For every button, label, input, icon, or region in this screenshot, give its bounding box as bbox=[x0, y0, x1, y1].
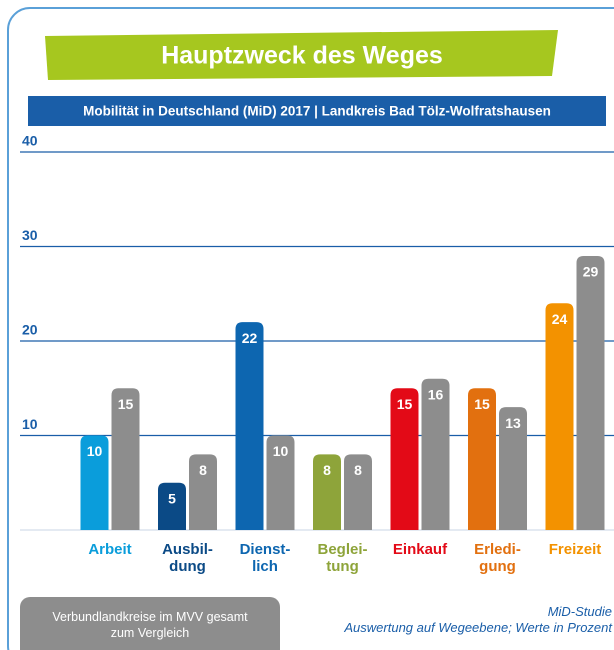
value-label: 15 bbox=[474, 396, 490, 412]
bar bbox=[344, 454, 372, 530]
frame bbox=[7, 7, 614, 650]
value-label: 15 bbox=[118, 396, 134, 412]
x-tick-label: Einkauf bbox=[392, 541, 448, 558]
x-tick-label: Erledi- gung bbox=[474, 541, 521, 575]
bar bbox=[158, 482, 186, 530]
bar bbox=[468, 388, 496, 530]
bar bbox=[80, 435, 109, 530]
bar bbox=[313, 454, 341, 530]
value-label: 29 bbox=[583, 264, 599, 280]
chart-title: Hauptzweck des Weges bbox=[161, 42, 443, 70]
value-label: 13 bbox=[505, 415, 521, 431]
bar bbox=[189, 454, 217, 530]
legend-item: Verbundlandkreise im MVV gesamt zum Verg… bbox=[20, 597, 280, 650]
value-label: 8 bbox=[199, 462, 207, 478]
value-label: 22 bbox=[242, 330, 258, 346]
y-tick-label: 40 bbox=[22, 133, 38, 149]
title-banner bbox=[45, 30, 558, 80]
subtitle-bar bbox=[28, 96, 606, 126]
value-label: 8 bbox=[323, 462, 331, 478]
value-label: 24 bbox=[552, 311, 568, 327]
y-tick-label: 10 bbox=[22, 416, 38, 432]
bar bbox=[421, 378, 450, 530]
note: MiD-Studie bbox=[547, 604, 612, 619]
y-tick-label: 20 bbox=[22, 322, 38, 338]
bar bbox=[499, 407, 527, 530]
x-tick-label: Beglei- tung bbox=[317, 541, 368, 575]
value-label: 8 bbox=[354, 462, 362, 478]
x-tick-label: Ausbil- dung bbox=[162, 541, 213, 575]
chart-subtitle: Mobilität in Deutschland (MiD) 2017 | La… bbox=[83, 104, 551, 119]
bar bbox=[576, 255, 605, 530]
note: Auswertung auf Wegeebene; Werte in Proze… bbox=[344, 620, 612, 635]
y-tick-label: 30 bbox=[22, 227, 38, 243]
value-label: 10 bbox=[273, 443, 289, 459]
bar bbox=[545, 303, 574, 530]
x-tick-label: Arbeit bbox=[88, 541, 132, 558]
value-label: 5 bbox=[168, 490, 176, 506]
value-label: 16 bbox=[428, 387, 444, 403]
bar bbox=[390, 388, 419, 530]
value-label: 15 bbox=[397, 396, 413, 412]
bar bbox=[111, 388, 140, 530]
value-label: 10 bbox=[87, 443, 103, 459]
bar bbox=[266, 435, 295, 530]
x-tick-label: Freizeit bbox=[548, 541, 602, 558]
bar bbox=[235, 322, 264, 530]
x-tick-label: Dienst- lich bbox=[239, 541, 291, 575]
